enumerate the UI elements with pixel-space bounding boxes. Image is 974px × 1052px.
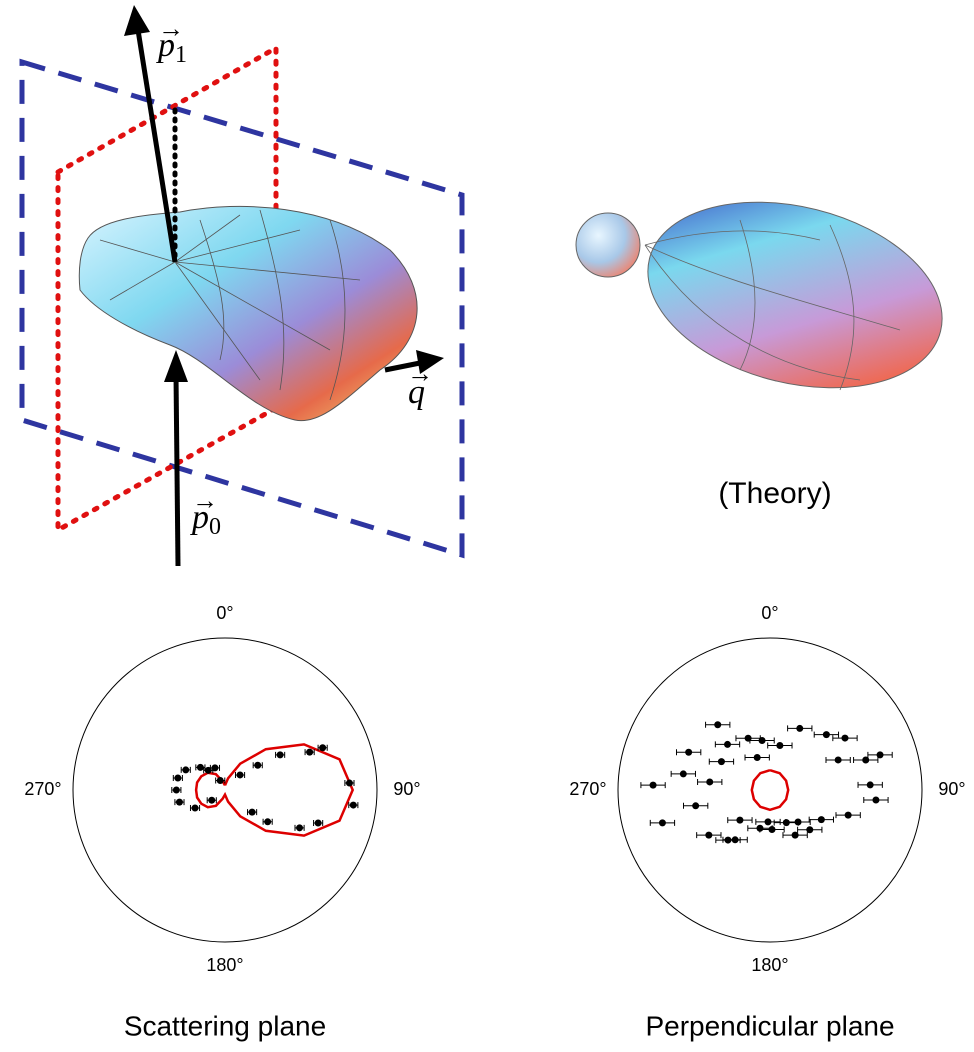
data-point	[264, 818, 272, 826]
polar-frame	[617, 637, 923, 943]
data-point	[191, 804, 199, 812]
data-point	[349, 801, 357, 809]
angle-tick-label: 180°	[206, 955, 243, 975]
data-point	[211, 764, 219, 772]
q-label: q	[408, 374, 425, 411]
data-point	[866, 781, 874, 789]
angle-tick-label: 90°	[938, 779, 965, 799]
data-point	[876, 751, 884, 759]
scattering-plane	[19, 58, 465, 559]
data-point	[658, 819, 666, 827]
data-point	[254, 761, 262, 769]
chart-title: Scattering plane	[124, 1010, 326, 1041]
data-point	[724, 836, 732, 844]
data-point	[796, 724, 804, 732]
vector-arrow: →	[407, 358, 433, 388]
theory-back-lobe	[575, 212, 641, 278]
data-point	[216, 776, 224, 784]
data-point	[679, 770, 687, 778]
arrows	[124, 5, 444, 567]
data-point	[296, 824, 304, 832]
p1-label: p1	[156, 27, 187, 68]
p0-label: p0	[190, 499, 221, 540]
vector-arrow: →	[192, 485, 218, 515]
data-point	[723, 740, 731, 748]
data-point	[276, 751, 284, 759]
data-point	[844, 811, 852, 819]
data-point	[345, 779, 353, 787]
data-point	[758, 736, 766, 744]
chart-title: Perpendicular plane	[645, 1010, 894, 1041]
data-point	[706, 778, 714, 786]
data-point	[764, 818, 772, 826]
data-point	[822, 731, 830, 739]
data-point	[756, 824, 764, 832]
vector-arrow: →	[158, 13, 184, 43]
data-point	[196, 763, 204, 771]
mesh	[99, 209, 361, 401]
data-point	[685, 748, 693, 756]
data-point	[314, 819, 322, 827]
data-point	[794, 818, 802, 826]
data-point	[776, 741, 784, 749]
data-point	[736, 816, 744, 824]
angle-tick-label: 270°	[24, 779, 61, 799]
measured-pattern	[78, 205, 418, 422]
angle-tick-label: 90°	[393, 779, 420, 799]
theory-curve	[750, 769, 790, 812]
theory-label: (Theory)	[718, 477, 831, 510]
angle-tick-label: 180°	[751, 955, 788, 975]
data-point	[175, 798, 183, 806]
data-point	[172, 786, 180, 794]
data-point	[714, 721, 722, 729]
data-point	[306, 748, 314, 756]
data-point	[319, 744, 327, 752]
data-point	[753, 753, 761, 761]
data-point	[705, 831, 713, 839]
theory-curve	[194, 743, 355, 837]
data-point	[692, 802, 700, 810]
angle-tick-label: 0°	[761, 603, 778, 623]
data-point	[862, 756, 870, 764]
data-point	[717, 758, 725, 766]
data-point	[248, 808, 256, 816]
angle-tick-label: 0°	[216, 603, 233, 623]
data-point	[834, 756, 842, 764]
data-point	[174, 774, 182, 782]
theory-forward-lobe	[647, 201, 943, 389]
data-point	[872, 796, 880, 804]
data-point	[236, 771, 244, 779]
polar-frame	[72, 637, 378, 943]
data-point	[841, 734, 849, 742]
data-point	[806, 826, 814, 834]
angle-tick-label: 270°	[569, 779, 606, 799]
data-point	[791, 831, 799, 839]
data-point	[817, 816, 825, 824]
mesh	[644, 219, 901, 391]
data-point	[208, 796, 216, 804]
data-point	[182, 766, 190, 774]
data-point	[649, 781, 657, 789]
